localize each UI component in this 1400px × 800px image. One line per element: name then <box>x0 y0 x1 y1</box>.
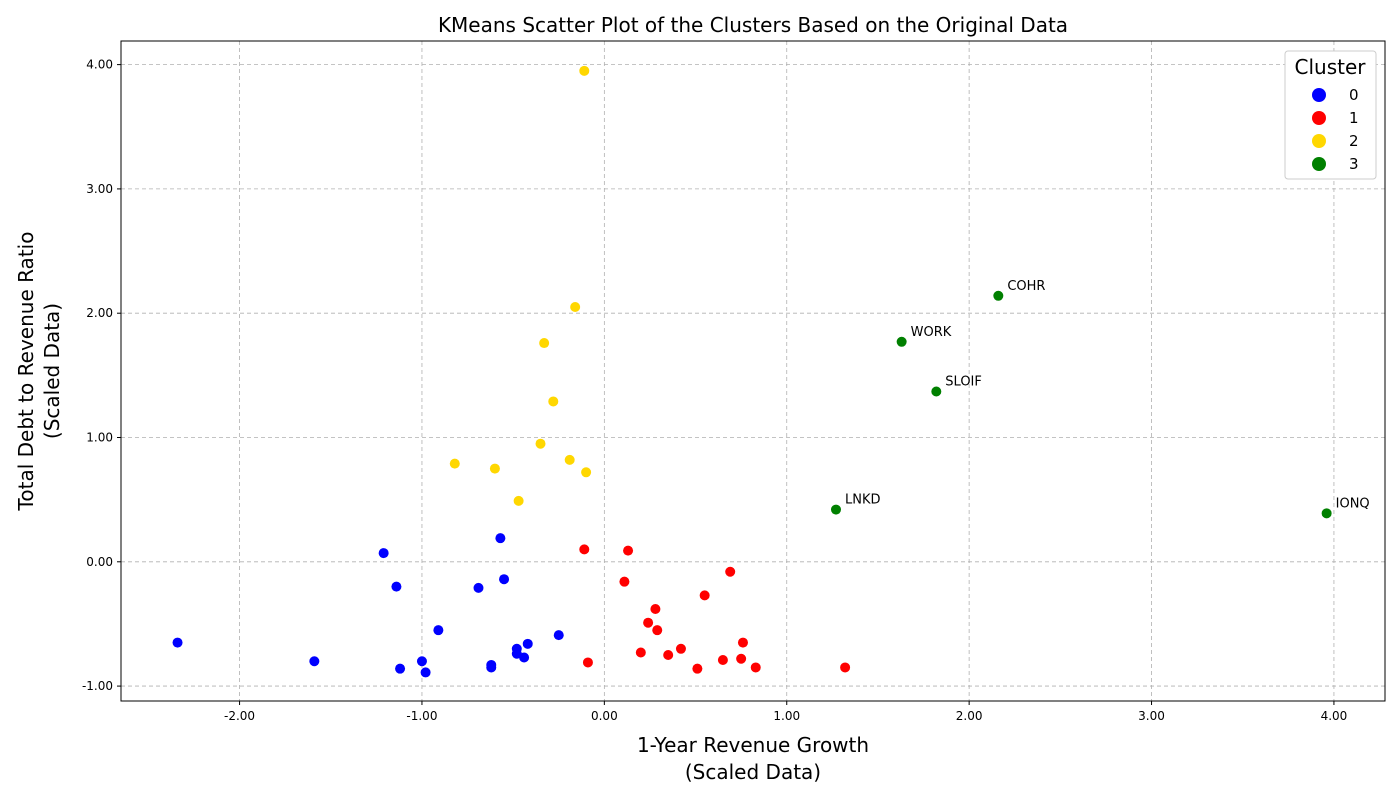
point-label-sloif: SLOIF <box>945 375 982 390</box>
x-axis-ticks: -2.00 -1.00 0.00 1.00 2.00 3.00 4.00 <box>224 701 1347 723</box>
cluster-0-point <box>519 652 530 663</box>
cluster-1-point <box>652 625 663 636</box>
x-tick-label: -2.00 <box>224 709 255 723</box>
cluster-0-point <box>416 656 427 667</box>
legend-label-2: 2 <box>1349 132 1359 150</box>
cluster-1-point <box>582 657 593 668</box>
grid-lines <box>121 41 1385 701</box>
cluster-3-point <box>896 336 907 347</box>
cluster-1-point <box>623 545 634 556</box>
chart-title: KMeans Scatter Plot of the Clusters Base… <box>438 13 1068 37</box>
cluster-0-point <box>395 663 406 674</box>
cluster-0-point <box>420 667 431 678</box>
y-tick-label: 4.00 <box>86 58 113 72</box>
cluster-0-point <box>486 662 497 673</box>
x-tick-label: 1.00 <box>773 709 800 723</box>
cluster-0-point <box>172 637 183 648</box>
cluster-2-point <box>449 458 460 469</box>
cluster-1-point <box>692 663 703 674</box>
cluster-2-point <box>548 396 559 407</box>
point-label-lnkd: LNKD <box>845 493 881 508</box>
cluster-3-point <box>993 290 1004 301</box>
cluster-2-point <box>564 454 575 465</box>
y-tick-label: 0.00 <box>86 555 113 569</box>
cluster-1-point <box>840 662 851 673</box>
cluster-1-point <box>579 544 590 555</box>
cluster-2-point <box>513 495 524 506</box>
cluster-1-point <box>619 576 630 587</box>
point-labels: LNKD WORK SLOIF COHR IONQ <box>845 279 1370 512</box>
cluster-1-point <box>750 662 761 673</box>
legend-marker-2 <box>1312 134 1326 148</box>
x-tick-label: -1.00 <box>406 709 437 723</box>
x-tick-label: 3.00 <box>1138 709 1165 723</box>
legend-box <box>1284 50 1377 180</box>
cluster-2-point <box>489 463 500 474</box>
x-tick-label: 0.00 <box>591 709 618 723</box>
point-label-ionq: IONQ <box>1336 496 1370 511</box>
legend-label-3: 3 <box>1349 155 1359 173</box>
y-tick-label: 2.00 <box>86 306 113 320</box>
y-tick-label: 3.00 <box>86 182 113 196</box>
cluster-0-point <box>378 548 389 559</box>
y-tick-label: 1.00 <box>86 430 113 444</box>
cluster-2-point <box>579 65 590 76</box>
legend-marker-0 <box>1312 88 1326 102</box>
cluster-1-point <box>736 653 747 664</box>
cluster-0-point <box>473 582 484 593</box>
x-tick-label: 4.00 <box>1321 709 1348 723</box>
cluster-1-point <box>663 650 674 661</box>
cluster-3-point <box>830 504 841 515</box>
cluster-0-point <box>433 625 444 636</box>
cluster-3-point <box>1321 508 1332 519</box>
cluster-0-point <box>309 656 320 667</box>
legend: Cluster 0 1 2 3 <box>1284 50 1377 180</box>
cluster-0-point <box>499 574 510 585</box>
cluster-1-point <box>650 604 661 615</box>
cluster-0-point <box>553 630 564 641</box>
y-axis-label-line1: Total Debt to Revenue Ratio <box>14 232 38 512</box>
data-points <box>172 65 1332 678</box>
cluster-2-point <box>581 467 592 478</box>
legend-marker-1 <box>1312 111 1326 125</box>
y-axis-ticks: -1.00 0.00 1.00 2.00 3.00 4.00 <box>82 58 121 693</box>
cluster-2-point <box>535 438 546 449</box>
legend-items: 0 1 2 3 <box>1312 86 1359 173</box>
cluster-0-point <box>391 581 402 592</box>
cluster-0-point <box>495 533 506 544</box>
x-axis-label-line2: (Scaled Data) <box>685 760 821 784</box>
plot-frame <box>120 40 1386 702</box>
cluster-1-point <box>717 654 728 665</box>
legend-label-1: 1 <box>1349 109 1359 127</box>
cluster-2-point <box>570 301 581 312</box>
legend-marker-3 <box>1312 157 1326 171</box>
cluster-1-point <box>675 643 686 654</box>
point-label-work: WORK <box>911 325 952 340</box>
cluster-0-point <box>522 638 533 649</box>
cluster-3-point <box>931 386 942 397</box>
cluster-2-point <box>539 338 550 349</box>
legend-label-0: 0 <box>1349 86 1359 104</box>
cluster-1-point <box>643 617 654 628</box>
x-axis-label-line1: 1-Year Revenue Growth <box>637 733 869 757</box>
y-axis-label-line2: (Scaled Data) <box>40 303 64 439</box>
cluster-1-point <box>635 647 646 658</box>
x-tick-label: 2.00 <box>956 709 983 723</box>
cluster-1-point <box>699 590 710 601</box>
point-label-cohr: COHR <box>1007 279 1045 294</box>
cluster-1-point <box>737 637 748 648</box>
cluster-1-point <box>725 566 736 577</box>
legend-title: Cluster <box>1295 55 1367 79</box>
y-tick-label: -1.00 <box>82 679 113 693</box>
